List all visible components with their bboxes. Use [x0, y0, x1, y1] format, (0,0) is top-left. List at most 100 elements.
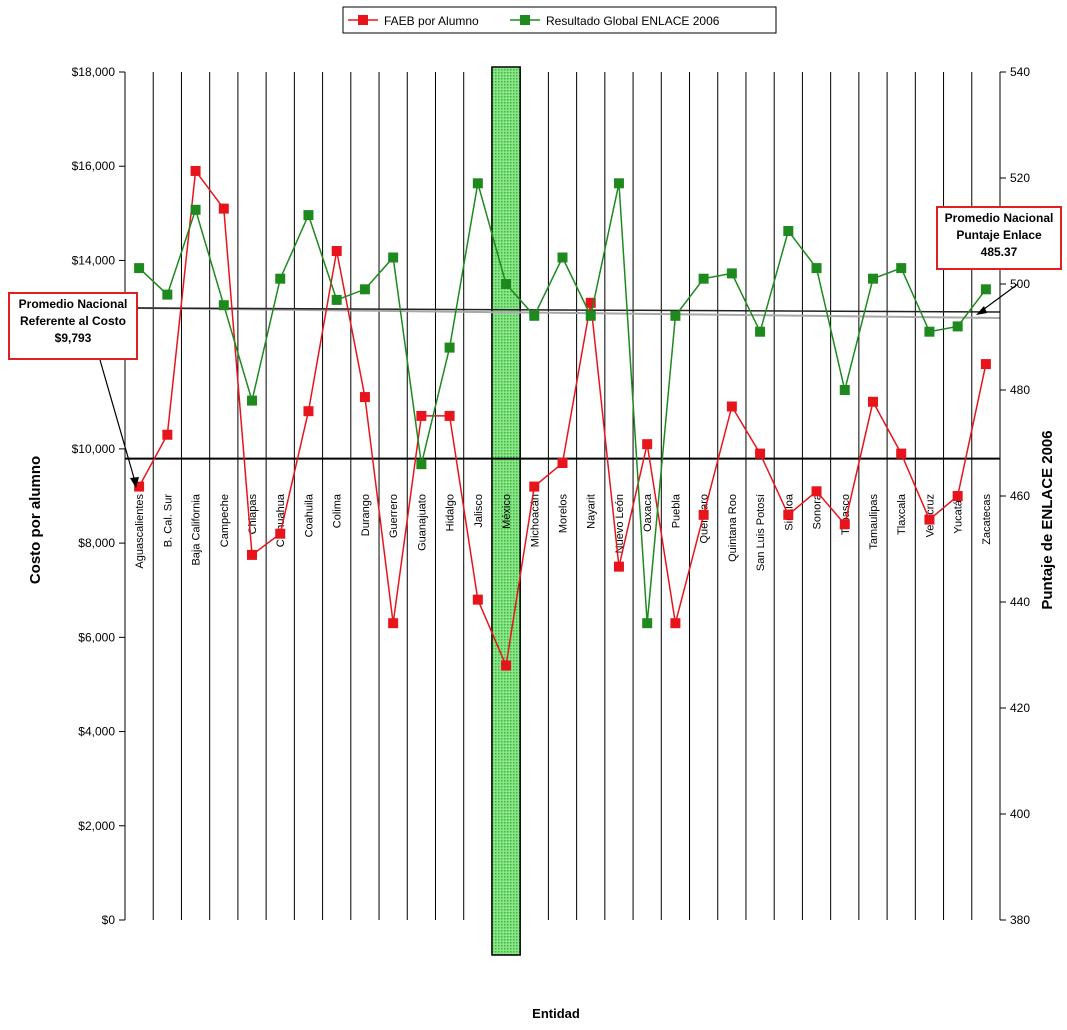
y-left-tick-label: $6,000 [78, 630, 115, 644]
legend-box [342, 6, 777, 34]
data-point-enlace [726, 268, 737, 279]
data-point-enlace [190, 204, 201, 215]
data-point-faeb [331, 246, 342, 257]
data-point-faeb [472, 594, 483, 605]
x-tick-label: B. Cal. Sur [162, 494, 174, 548]
data-point-enlace [952, 321, 963, 332]
x-tick-label: Tamaulipas [868, 494, 880, 550]
annotation-arrow-right [979, 283, 1019, 313]
data-point-faeb [303, 406, 314, 417]
x-tick-label: Nuevo León [614, 494, 626, 553]
data-point-faeb [247, 549, 258, 560]
data-point-enlace [359, 284, 370, 295]
data-point-faeb [444, 410, 455, 421]
data-point-faeb [585, 297, 596, 308]
x-tick-label: Guanajuato [416, 494, 428, 551]
data-point-faeb [924, 514, 935, 525]
data-point-enlace [755, 326, 766, 337]
data-point-faeb [529, 481, 540, 492]
reference-line-score-trend [134, 307, 1001, 319]
legend: FAEB por Alumno Resultado Global ENLACE 2… [342, 6, 777, 34]
x-tick-label: Campeche [219, 494, 231, 547]
data-point-enlace [698, 273, 709, 284]
data-point-faeb [416, 410, 427, 421]
y-right-tick-label: 440 [1010, 595, 1030, 609]
x-tick-label: Chihuahua [275, 493, 287, 547]
data-point-faeb [867, 396, 878, 407]
data-point-enlace [783, 226, 794, 236]
x-tick-label: México [501, 494, 513, 529]
data-point-enlace [134, 263, 145, 274]
x-tick-label: Guerrero [388, 494, 400, 538]
y-right-tick-label: 520 [1010, 171, 1030, 185]
y-axis-right-title: Puntaje de ENLACE 2006 [1039, 430, 1056, 609]
y-left-tick-label: $4,000 [78, 725, 115, 739]
data-point-faeb [755, 448, 766, 459]
x-tick-label: Aguascalientes [134, 494, 146, 569]
data-point-faeb [980, 359, 991, 370]
x-tick-label: Jalisco [473, 494, 485, 528]
data-point-faeb [162, 429, 173, 440]
y-axis-left-title: Costo por alumno [27, 456, 44, 584]
data-point-enlace [529, 310, 540, 321]
y-right-tick-label: 540 [1010, 65, 1030, 79]
x-tick-label: Michoacán [529, 494, 541, 547]
legend-label: FAEB por Alumno [384, 14, 479, 28]
x-tick-label: San Luis Potosí [755, 494, 767, 571]
x-tick-label: Coahuila [303, 493, 315, 537]
data-point-faeb [134, 481, 145, 492]
data-point-enlace [275, 273, 286, 284]
y-left-tick-label: $18,000 [72, 65, 116, 79]
plot-area: $0$2,000$4,000$6,000$8,000$10,000$12,000… [72, 65, 1030, 956]
data-point-faeb [670, 618, 681, 629]
annotation-line: $9,793 [54, 331, 92, 345]
data-point-enlace [416, 459, 427, 470]
x-tick-label: Morelos [558, 494, 570, 534]
data-point-faeb [726, 401, 737, 412]
x-tick-label: Quintana Roo [727, 494, 739, 562]
data-point-faeb [896, 448, 907, 459]
x-tick-label: Colima [332, 493, 344, 528]
x-tick-label: Sonora [812, 493, 824, 529]
x-tick-label: Tlaxcala [896, 493, 908, 535]
data-point-enlace [839, 385, 850, 395]
data-point-enlace [585, 310, 596, 321]
y-left-tick-label: $14,000 [72, 253, 116, 267]
annotation-line: Puntaje Enlace [956, 228, 1042, 242]
y-left-tick-label: $2,000 [78, 819, 115, 833]
data-point-enlace [247, 395, 258, 406]
y-left-tick-label: $0 [102, 913, 116, 927]
data-point-faeb [952, 491, 963, 501]
data-point-enlace [670, 310, 681, 321]
legend-swatch-marker [358, 15, 368, 25]
x-axis-title: Entidad [532, 1006, 580, 1021]
data-point-faeb [783, 509, 794, 520]
data-point-enlace [388, 252, 399, 263]
annotation-line: 485.37 [980, 245, 1018, 259]
data-point-enlace [501, 279, 512, 289]
x-tick-label: Baja California [191, 493, 203, 565]
x-tick-label: Yucatán [953, 494, 965, 534]
data-point-enlace [867, 273, 878, 284]
data-point-faeb [613, 561, 624, 572]
data-point-enlace [896, 263, 907, 274]
data-point-enlace [980, 284, 991, 295]
x-tick-label: Oaxaca [642, 493, 654, 532]
data-point-enlace [924, 326, 935, 337]
y-right-tick-label: 400 [1010, 807, 1030, 821]
y-left-tick-label: $10,000 [72, 442, 116, 456]
reference-line-score [134, 307, 1001, 313]
data-point-enlace [444, 342, 455, 353]
data-point-faeb [698, 509, 709, 520]
data-point-enlace [218, 300, 229, 311]
data-point-enlace [613, 178, 624, 189]
data-point-enlace [642, 618, 653, 629]
legend-label: Resultado Global ENLACE 2006 [546, 14, 720, 28]
x-tick-label: Nayarit [586, 494, 598, 529]
data-point-faeb [501, 660, 512, 671]
data-point-faeb [190, 165, 201, 176]
data-point-faeb [642, 439, 653, 450]
y-right-tick-label: 500 [1010, 277, 1030, 291]
x-tick-label: Puebla [670, 493, 682, 528]
